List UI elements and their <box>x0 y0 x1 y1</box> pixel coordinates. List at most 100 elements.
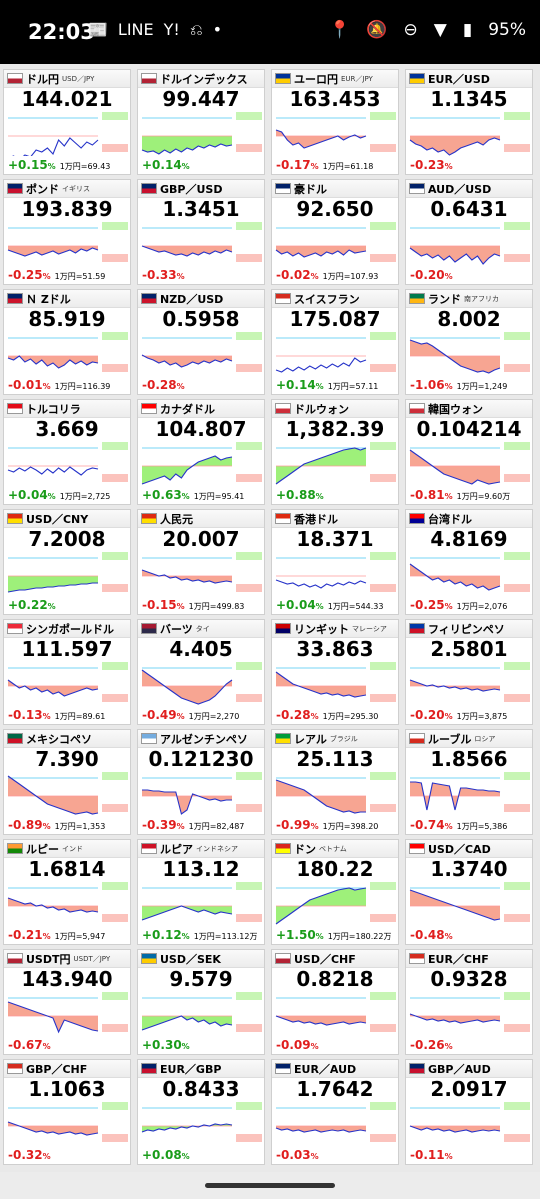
chart-area <box>8 1002 98 1032</box>
rate-tile[interactable]: ドル円 USD／JPY 144.021 +0.15% 1万円=69.43 <box>3 69 131 175</box>
line-icon: LINE <box>117 20 154 39</box>
rate-tile[interactable]: 香港ドル 18.371 +0.04% 1万円=544.33 <box>271 509 399 615</box>
low-marker <box>504 144 530 152</box>
rate-tile[interactable]: シンガポールドル 111.597 -0.13% 1万円=89.61 <box>3 619 131 725</box>
rate-tile[interactable]: ユーロ円 EUR／JPY 163.453 -0.17% 1万円=61.18 <box>271 69 399 175</box>
yen-conversion: 1万円=116.39 <box>54 382 111 391</box>
rate-tile[interactable]: USD／CAD 1.3740 -0.48% <box>405 839 533 945</box>
low-marker <box>236 694 262 702</box>
rate-tile[interactable]: アルゼンチンペソ 0.121230 -0.39% 1万円=82,487 <box>137 729 265 835</box>
change-percent: -0.99 <box>276 818 311 832</box>
tile-change: -0.09% <box>276 1038 323 1052</box>
tile-change: -0.25% 1万円=51.59 <box>8 268 105 282</box>
low-marker <box>102 144 128 152</box>
high-marker <box>504 442 530 450</box>
chart-area <box>276 246 366 257</box>
percent-sign: % <box>42 1042 51 1051</box>
tile-header: ルピー インド <box>4 840 130 858</box>
rate-tile[interactable]: EUR／GBP 0.8433 +0.08% <box>137 1059 265 1165</box>
rate-tile[interactable]: スイスフラン 175.087 +0.14% 1万円=57.11 <box>271 289 399 395</box>
mini-chart <box>7 332 128 372</box>
tile-change: +0.30% <box>142 1038 194 1052</box>
rate-tile[interactable]: 台湾ドル 4.8169 -0.25% 1万円=2,076 <box>405 509 533 615</box>
rate-tile[interactable]: USD／CNY 7.2008 +0.22% <box>3 509 131 615</box>
rate-tile[interactable]: EUR／AUD 1.7642 -0.03% <box>271 1059 399 1165</box>
tile-header: フィリピンペソ <box>406 620 532 638</box>
percent-sign: % <box>176 822 185 831</box>
yen-conversion: 1万円=544.33 <box>327 602 384 611</box>
rate-tile[interactable]: ポンド イギリス 193.839 -0.25% 1万円=51.59 <box>3 179 131 285</box>
rate-tile[interactable]: USD／CHF 0.8218 -0.09% <box>271 949 399 1055</box>
rate-tile[interactable]: EUR／CHF 0.9328 -0.26% <box>405 949 533 1055</box>
chart-line <box>275 671 367 698</box>
rate-tile[interactable]: GBP／USD 1.3451 -0.33% <box>137 179 265 285</box>
chart-area <box>276 1126 366 1132</box>
rate-tile[interactable]: トルコリラ 3.669 +0.04% 1万円=2,725 <box>3 399 131 505</box>
rate-tile[interactable]: ドルインデックス 99.447 +0.14% <box>137 69 265 175</box>
high-marker <box>102 882 128 890</box>
rate-tile[interactable]: ドン ベトナム 180.22 +1.50% 1万円=180.22万 <box>271 839 399 945</box>
tile-change: -0.28% <box>142 378 189 392</box>
yen-conversion: 1万円=113.12万 <box>193 932 258 941</box>
tile-subname: マレーシア <box>352 624 387 633</box>
percent-sign: % <box>176 382 185 391</box>
percent-sign: % <box>42 272 51 281</box>
tile-price: 0.104214 <box>416 417 522 441</box>
tile-name: 台湾ドル <box>428 512 472 526</box>
chart-line <box>409 563 501 591</box>
chart-area <box>410 450 500 484</box>
mini-chart <box>409 222 530 265</box>
rate-tile[interactable]: 豪ドル 92.650 -0.02% 1万円=107.93 <box>271 179 399 285</box>
rate-tile[interactable]: バーツ タイ 4.405 -0.49% 1万円=2,270 <box>137 619 265 725</box>
chart-line <box>141 1015 233 1031</box>
tile-header: EUR／GBP <box>138 1060 264 1078</box>
rate-tile[interactable]: ルピア インドネシア 113.12 +0.12% 1万円=113.12万 <box>137 839 265 945</box>
change-percent: -0.28 <box>142 378 177 392</box>
percent-sign: % <box>310 712 319 721</box>
tile-change: -0.81% 1万円=9.60万 <box>410 488 510 502</box>
change-percent: +0.22 <box>8 598 48 612</box>
flag-icon <box>275 183 291 194</box>
tile-change: -0.17% 1万円=61.18 <box>276 158 373 172</box>
low-marker <box>236 364 262 372</box>
rate-tile[interactable]: 人民元 20.007 -0.15% 1万円=499.83 <box>137 509 265 615</box>
yen-conversion: 1万円=3,875 <box>456 712 508 721</box>
percent-sign: % <box>310 822 319 831</box>
low-marker <box>236 474 262 482</box>
chart-line <box>7 897 99 913</box>
rate-tile[interactable]: ドルウォン 1,382.39 +0.88% <box>271 399 399 505</box>
rate-tile[interactable]: EUR／USD 1.1345 -0.23% <box>405 69 533 175</box>
rate-tile[interactable]: NZD／USD 0.5958 -0.28% <box>137 289 265 395</box>
rate-tile[interactable]: ランド 南アフリカ 8.002 -1.06% 1万円=1,249 <box>405 289 533 395</box>
rate-tile[interactable]: GBP／AUD 2.0917 -0.11% <box>405 1059 533 1165</box>
tile-header: GBP／CHF <box>4 1060 130 1078</box>
rate-tile[interactable]: 韓国ウォン 0.104214 -0.81% 1万円=9.60万 <box>405 399 533 505</box>
rate-board[interactable]: ドル円 USD／JPY 144.021 +0.15% 1万円=69.43 ドルインデックス… <box>0 64 540 1199</box>
rate-tile[interactable]: USD／SEK 9.579 +0.30% <box>137 949 265 1055</box>
rate-tile[interactable]: USDT円 USDT／JPY 143.940 -0.67% <box>3 949 131 1055</box>
rate-tile[interactable]: リンギット マレーシア 33.863 -0.28% 1万円=295.30 <box>271 619 399 725</box>
tile-price: 18.371 <box>296 527 374 551</box>
high-marker <box>236 992 262 1000</box>
rate-tile[interactable]: ルピー インド 1.6814 -0.21% 1万円=5,947 <box>3 839 131 945</box>
rate-tile[interactable]: レアル ブラジル 25.113 -0.99% 1万円=398.20 <box>271 729 399 835</box>
tile-change: -0.48% <box>410 928 457 942</box>
rate-tile[interactable]: メキシコペソ 7.390 -0.89% 1万円=1,353 <box>3 729 131 835</box>
mini-chart <box>409 992 530 1032</box>
rate-tile[interactable]: フィリピンペソ 2.5801 -0.20% 1万円=3,875 <box>405 619 533 725</box>
high-marker <box>370 772 396 780</box>
mini-chart <box>141 992 262 1032</box>
rate-tile[interactable]: カナダドル 104.807 +0.63% 1万円=95.41 <box>137 399 265 505</box>
high-marker <box>370 662 396 670</box>
rate-tile[interactable]: ルーブル ロシア 1.8566 -0.74% 1万円=5,386 <box>405 729 533 835</box>
low-marker <box>102 694 128 702</box>
change-percent: -0.13 <box>8 708 43 722</box>
rate-tile[interactable]: AUD／USD 0.6431 -0.20% <box>405 179 533 285</box>
location-icon: 📍 <box>329 20 351 40</box>
rate-tile[interactable]: Ｎ Zドル 85.919 -0.01% 1万円=116.39 <box>3 289 131 395</box>
low-marker <box>102 364 128 372</box>
home-gesture-handle[interactable] <box>205 1183 335 1188</box>
rate-tile[interactable]: GBP／CHF 1.1063 -0.32% <box>3 1059 131 1165</box>
high-marker <box>236 552 262 560</box>
tile-change: +0.12% 1万円=113.12万 <box>142 928 257 942</box>
